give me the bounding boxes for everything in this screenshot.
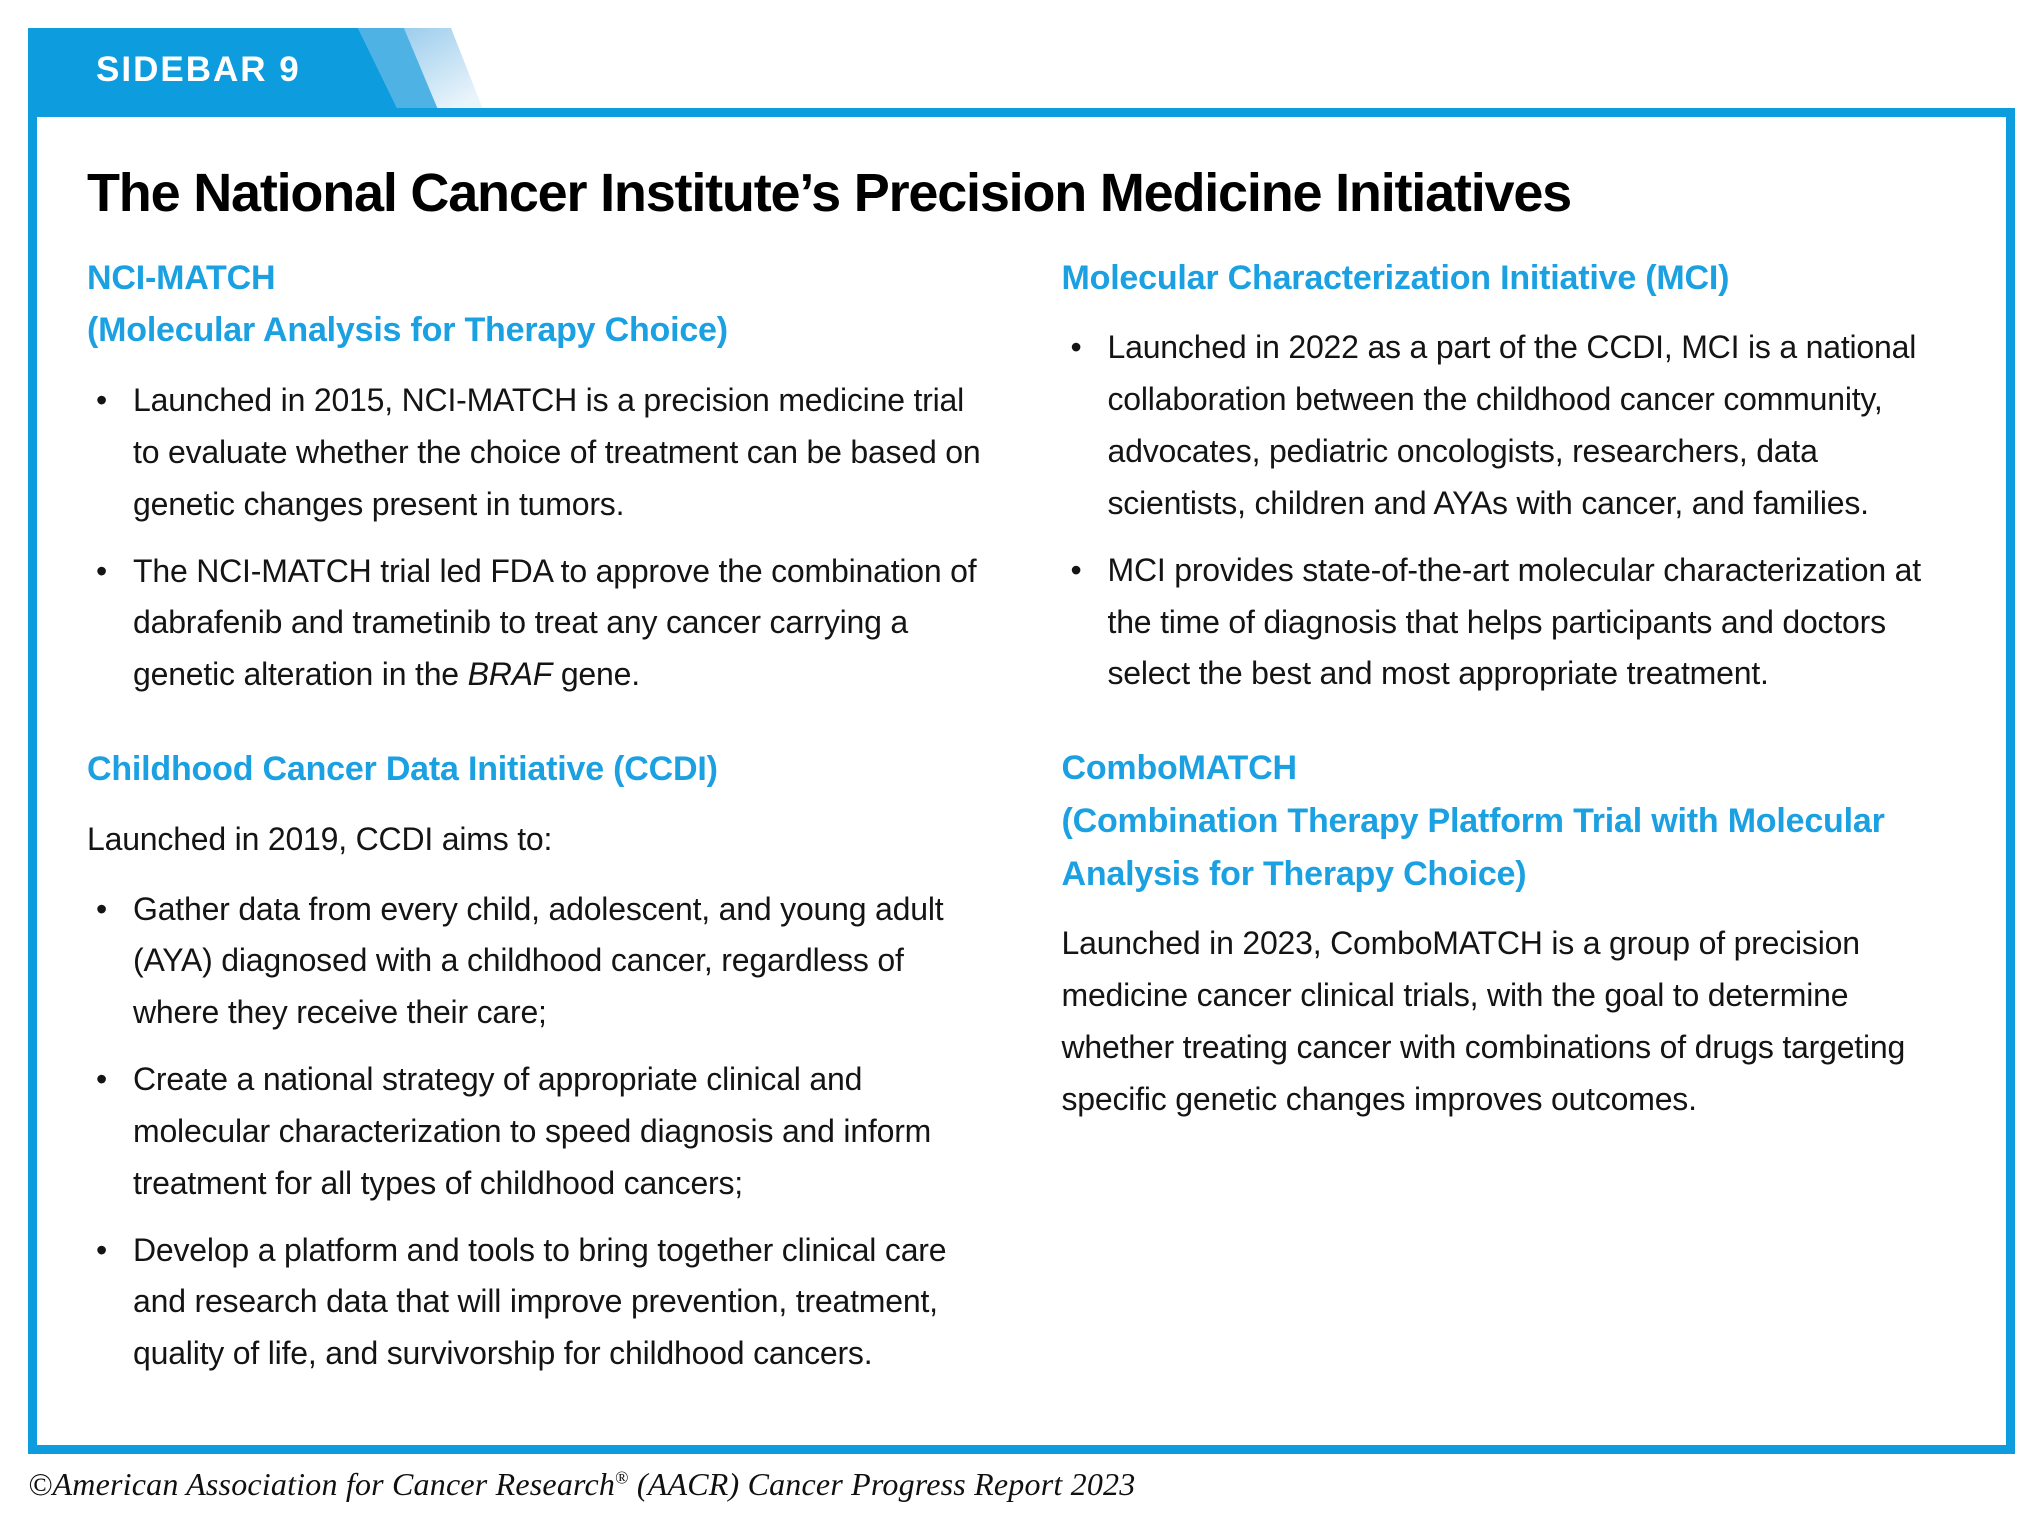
heading-line: (Combination Therapy Platform Trial with…: [1061, 801, 1885, 893]
section-heading-nci-match: NCI-MATCH (Molecular Analysis for Therap…: [87, 252, 982, 357]
heading-line: Molecular Characterization Initiative (M…: [1061, 258, 1730, 297]
sidebar-tab-shape: [28, 28, 484, 112]
heading-line: ComboMATCH: [1061, 749, 1298, 788]
bullet-marker: •: [96, 1061, 108, 1098]
left-column: NCI-MATCH (Molecular Analysis for Therap…: [87, 252, 982, 1380]
bullet-text: gene.: [552, 656, 640, 693]
bullet-marker: •: [1070, 551, 1082, 588]
bullet-item: • Launched in 2015, NCI-MATCH is a preci…: [87, 375, 982, 530]
sidebar-content-box: The National Cancer Institute’s Precisio…: [28, 108, 2015, 1454]
copyright-footer: ©American Association for Cancer Researc…: [28, 1466, 1135, 1503]
right-column: Molecular Characterization Initiative (M…: [1062, 252, 1957, 1380]
bullet-text: Launched in 2022 as a part of the CCDI, …: [1107, 329, 1917, 521]
bullet-item: • The NCI-MATCH trial led FDA to approve…: [87, 546, 982, 701]
bullet-text: Develop a platform and tools to bring to…: [133, 1231, 947, 1372]
bullet-text: MCI provides state-of-the-art molecular …: [1107, 551, 1922, 692]
bullet-text: Gather data from every child, adolescent…: [133, 890, 944, 1031]
banner-stripe-mid: [358, 28, 439, 112]
section-combomatch: ComboMATCH (Combination Therapy Platform…: [1062, 742, 1957, 1125]
bullet-text: Create a national strategy of appropriat…: [133, 1061, 932, 1201]
two-column-layout: NCI-MATCH (Molecular Analysis for Therap…: [87, 252, 1956, 1380]
bullet-marker: •: [1070, 329, 1082, 366]
bullet-list: • Gather data from every child, adolesce…: [87, 884, 982, 1380]
section-ccdi: Childhood Cancer Data Initiative (CCDI) …: [87, 743, 982, 1380]
bullet-item: • Develop a platform and tools to bring …: [87, 1225, 982, 1380]
bullet-marker: •: [96, 890, 108, 927]
bullet-marker: •: [96, 1231, 108, 1268]
banner-main-shape: [28, 28, 399, 112]
bullet-list: • Launched in 2022 as a part of the CCDI…: [1062, 322, 1957, 700]
heading-line: NCI-MATCH: [87, 258, 276, 297]
banner-stripe-light: [404, 28, 484, 112]
section-heading-combomatch: ComboMATCH (Combination Therapy Platform…: [1062, 742, 1957, 900]
section-intro: Launched in 2019, CCDI aims to:: [87, 820, 553, 857]
sidebar-number-label: SIDEBAR 9: [96, 50, 301, 89]
copyright-text: ©American Association for Cancer Researc…: [28, 1466, 616, 1502]
section-nci-match: NCI-MATCH (Molecular Analysis for Therap…: [87, 252, 982, 701]
bullet-marker: •: [96, 552, 108, 589]
gene-name-italic: BRAF: [467, 656, 553, 693]
heading-line: Childhood Cancer Data Initiative (CCDI): [87, 750, 718, 789]
heading-line: (Molecular Analysis for Therapy Choice): [87, 311, 728, 350]
page-title: The National Cancer Institute’s Precisio…: [87, 163, 1572, 223]
section-mci: Molecular Characterization Initiative (M…: [1062, 252, 1957, 700]
bullet-text: The NCI-MATCH trial led FDA to approve t…: [133, 552, 977, 693]
bullet-item: • MCI provides state-of-the-art molecula…: [1062, 545, 1957, 700]
registered-trademark-symbol: ®: [615, 1467, 629, 1488]
bullet-text: Launched in 2015, NCI-MATCH is a precisi…: [133, 382, 981, 522]
bullet-item: • Create a national strategy of appropri…: [87, 1054, 982, 1209]
section-heading-ccdi: Childhood Cancer Data Initiative (CCDI): [87, 743, 982, 796]
bullet-marker: •: [96, 382, 108, 419]
bullet-list: • Launched in 2015, NCI-MATCH is a preci…: [87, 375, 982, 701]
section-heading-mci: Molecular Characterization Initiative (M…: [1062, 252, 1957, 305]
bullet-item: • Gather data from every child, adolesce…: [87, 884, 982, 1039]
section-intro: Launched in 2023, ComboMATCH is a group …: [1061, 925, 1906, 1117]
sidebar-tab: SIDEBAR 9: [28, 28, 498, 112]
bullet-item: • Launched in 2022 as a part of the CCDI…: [1062, 322, 1957, 529]
copyright-text: (AACR) Cancer Progress Report 2023: [628, 1466, 1136, 1502]
